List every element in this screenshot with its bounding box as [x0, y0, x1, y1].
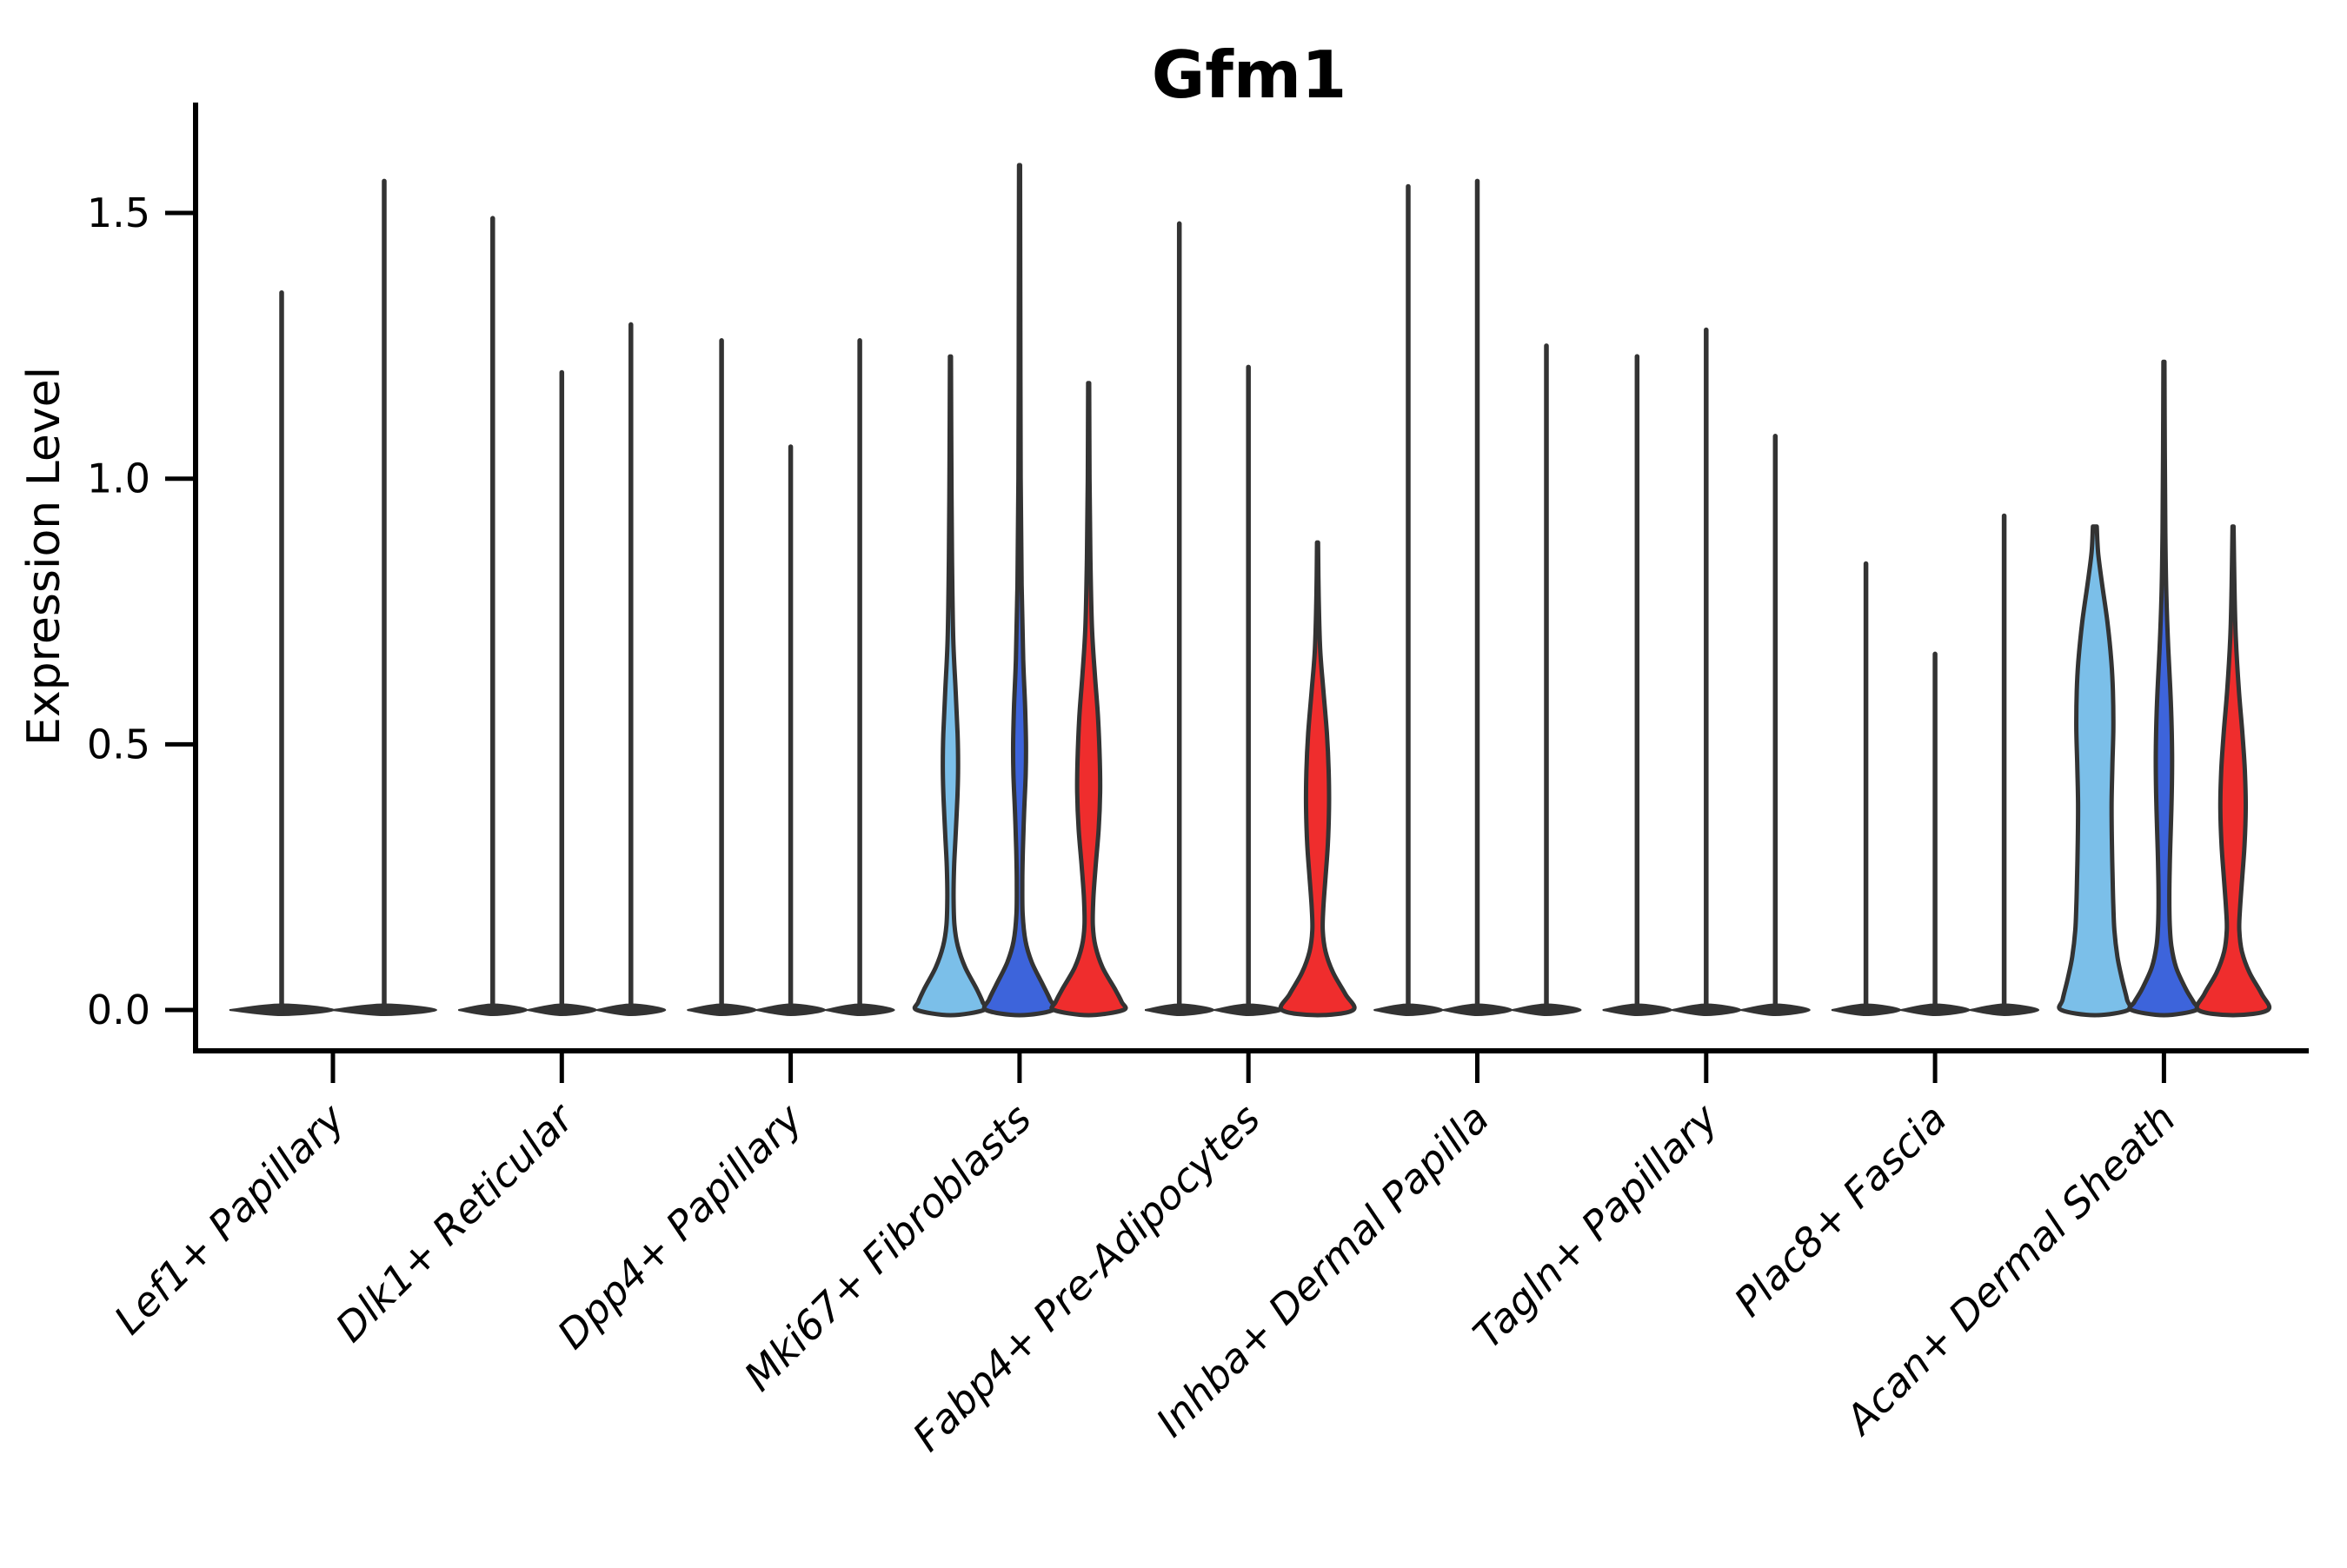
- y-tick-label: 0.0: [87, 987, 150, 1033]
- y-tick-label: 0.5: [87, 721, 150, 767]
- violin-body-royalblue: [981, 163, 1058, 1018]
- x-tick-label-1: Dlk1+ Reticular: [326, 1093, 584, 1351]
- x-tick-label-0: Lef1+ Papillary: [105, 1094, 354, 1343]
- x-tick-label-6: Tagln+ Papillary: [1464, 1094, 1727, 1358]
- violin-body-skyblue: [912, 354, 989, 1018]
- x-tick-label-7: Plac8+ Fascia: [1725, 1095, 1955, 1325]
- violin-body-royalblue: [2127, 359, 2201, 1018]
- y-tick-label: 1.0: [87, 455, 150, 502]
- chart-title: Gfm1: [1152, 37, 1347, 113]
- violin-body-red: [1278, 540, 1357, 1018]
- violin-body-skyblue: [2057, 524, 2133, 1018]
- y-tick-label: 1.5: [87, 189, 150, 236]
- x-tick-label-2: Dpp4+ Papillary: [549, 1094, 812, 1358]
- violin-body-red: [1049, 381, 1128, 1018]
- y-axis-label: Expression Level: [18, 367, 70, 746]
- violin-body-red: [2194, 524, 2272, 1018]
